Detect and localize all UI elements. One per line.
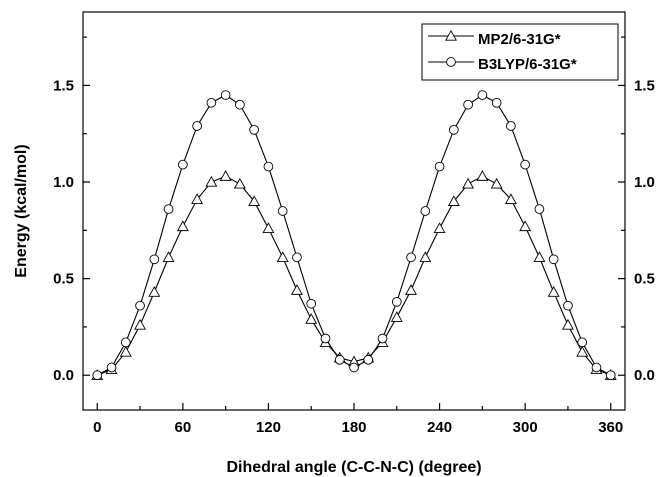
data-point — [577, 337, 588, 348]
data-point — [504, 193, 517, 205]
x-tick-label: 120 — [256, 419, 281, 436]
data-point — [406, 252, 416, 263]
data-point — [520, 159, 531, 170]
data-point — [491, 97, 502, 108]
y-tick-label-left: 1.0 — [53, 174, 74, 191]
legend-marker — [445, 29, 457, 41]
data-point — [391, 296, 402, 307]
data-point — [420, 206, 431, 216]
data-point — [320, 333, 331, 344]
data-point — [363, 354, 374, 365]
x-tick-label: 300 — [513, 419, 538, 436]
data-point — [334, 354, 345, 365]
data-point — [134, 318, 147, 330]
data-point — [419, 251, 432, 262]
y-axis-title: Energy (kcal/mol) — [13, 144, 30, 277]
legend-label-b3lyp: B3LYP/6-31G* — [478, 56, 577, 73]
y-tick-label-left: 0.5 — [53, 271, 74, 288]
data-point — [135, 300, 145, 311]
data-point — [563, 300, 573, 311]
x-tick-label: 360 — [598, 419, 623, 436]
x-tick-label: 240 — [427, 419, 452, 436]
tick-marks — [83, 36, 625, 410]
tick-labels: 0 60 120 180 240 300 360 0.0 0.0 0.5 0.5 1.0 1.0 1.5 1… — [53, 77, 655, 436]
data-point — [591, 362, 602, 373]
data-point — [106, 362, 117, 373]
data-point — [405, 284, 418, 295]
data-point — [277, 206, 288, 216]
y-tick-label-left: 0.0 — [53, 367, 74, 384]
data-point — [447, 195, 460, 206]
data-point — [390, 311, 403, 322]
data-point — [476, 170, 489, 181]
data-point — [547, 286, 560, 297]
data-point — [463, 99, 473, 110]
x-tick-label: 180 — [341, 419, 366, 436]
data-point — [205, 175, 218, 187]
data-point — [434, 161, 445, 172]
y-tick-label-right: 1.5 — [634, 77, 655, 94]
legend-marker — [446, 57, 456, 67]
data-point — [220, 90, 231, 100]
data-point — [534, 204, 545, 214]
data-point — [176, 220, 189, 232]
data-point — [92, 370, 103, 381]
x-axis-title: Dihedral angle (C-C-N-C) (degree) — [226, 459, 481, 476]
data-point — [448, 125, 459, 135]
legend-box — [421, 23, 619, 81]
data-point — [249, 125, 260, 135]
data-point — [548, 254, 559, 265]
data-point — [462, 177, 475, 189]
data-point — [263, 161, 274, 172]
data-point — [149, 254, 160, 265]
y-tick-label-right: 1.0 — [634, 174, 655, 191]
data-point — [163, 204, 174, 214]
x-tick-label: 0 — [93, 419, 101, 436]
data-point — [219, 170, 232, 181]
data-point — [148, 286, 161, 297]
series-line — [97, 175, 611, 376]
data-point — [306, 298, 317, 309]
data-point — [519, 220, 532, 232]
data-point — [177, 159, 188, 170]
data-point — [248, 195, 261, 206]
data-point — [561, 318, 574, 330]
data-point — [477, 90, 488, 100]
data-point — [192, 121, 202, 131]
data-point — [349, 362, 359, 373]
data-point — [119, 345, 132, 357]
legend: MP2/6-31G* B3LYP/6-31G* — [421, 23, 619, 81]
data-point — [377, 333, 388, 344]
data-point — [292, 252, 302, 263]
data-point — [120, 337, 131, 348]
data-point — [605, 370, 616, 381]
data-series — [91, 90, 617, 381]
legend-label-mp2: MP2/6-31G* — [478, 31, 561, 48]
data-point — [305, 313, 318, 324]
data-point — [576, 345, 589, 357]
data-point — [490, 177, 503, 189]
data-point — [206, 97, 217, 108]
series-1 — [92, 90, 616, 381]
data-point — [290, 284, 303, 295]
data-point — [262, 222, 275, 233]
data-point — [235, 99, 245, 110]
data-point — [433, 222, 446, 233]
y-tick-label-right: 0.5 — [634, 271, 655, 288]
legend-items — [428, 29, 474, 67]
data-point — [533, 251, 546, 262]
data-point — [191, 193, 204, 205]
data-point — [162, 251, 175, 262]
data-point — [276, 251, 289, 262]
y-tick-label-right: 0.0 — [634, 367, 655, 384]
data-point — [233, 177, 246, 189]
x-tick-label: 60 — [174, 419, 191, 436]
data-point — [506, 121, 516, 131]
y-tick-label-left: 1.5 — [53, 77, 74, 94]
series-line — [96, 94, 612, 376]
